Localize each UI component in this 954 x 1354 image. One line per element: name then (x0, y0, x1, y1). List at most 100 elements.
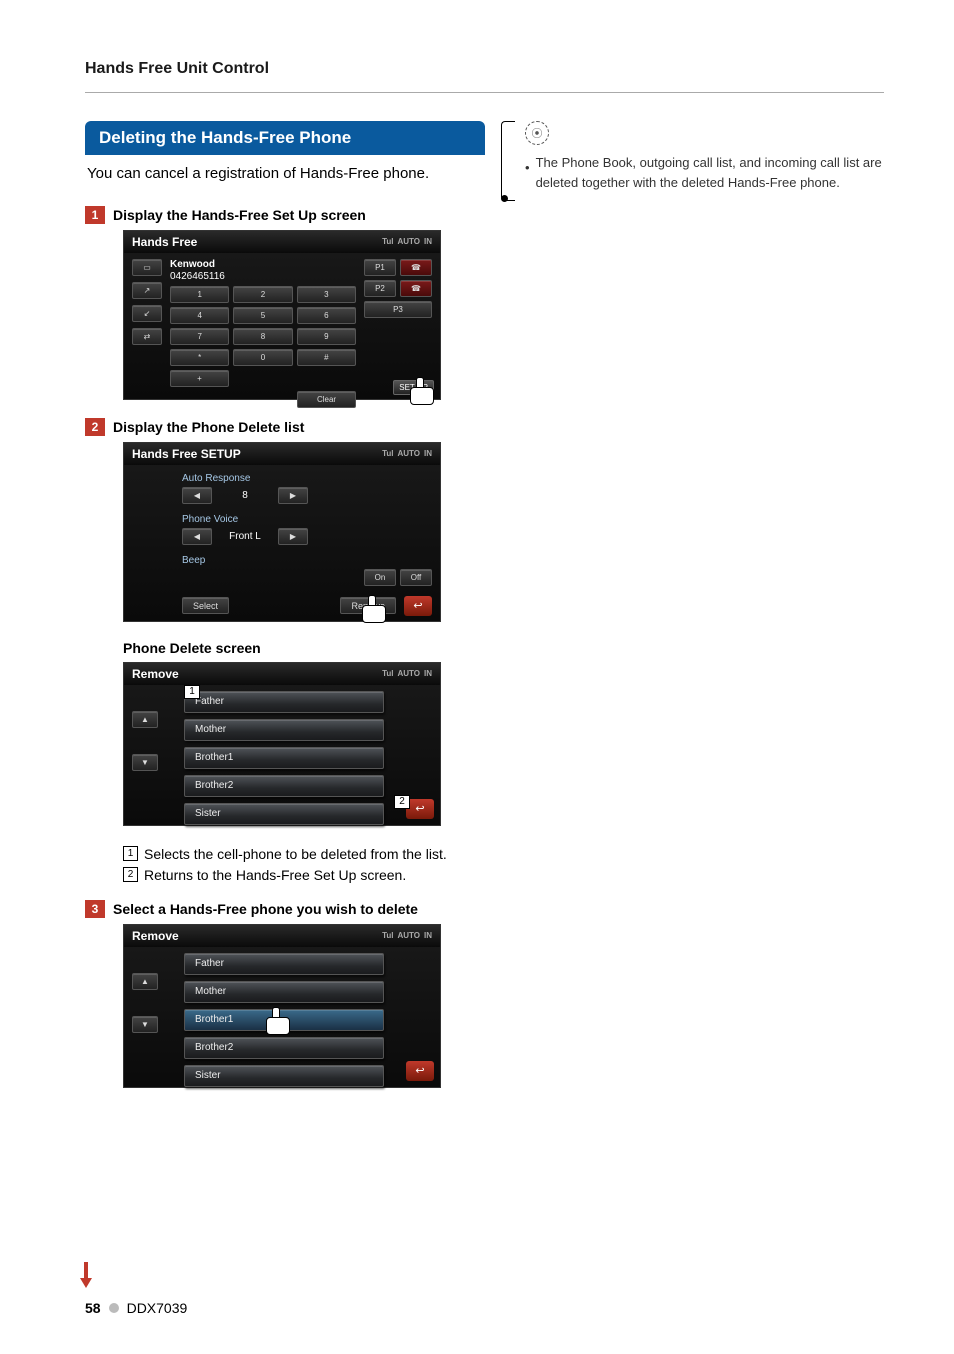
up-arrow-button[interactable]: ▲ (132, 973, 158, 990)
right-arrow-button[interactable]: ▶ (278, 528, 308, 545)
callout-1: 1 (184, 685, 200, 699)
key-hash[interactable]: # (297, 349, 356, 366)
page-footer: 58 DDX7039 (85, 1300, 187, 1316)
ss-title: Hands Free SETUP (132, 447, 241, 461)
off-button[interactable]: Off (400, 569, 432, 586)
right-arrow-button[interactable]: ▶ (278, 487, 308, 504)
hand-cursor-icon (362, 595, 390, 623)
list-item[interactable]: Brother2 (184, 775, 384, 797)
key-3[interactable]: 3 (297, 286, 356, 303)
bullet-dot (501, 195, 508, 202)
key-plus[interactable]: + (170, 370, 229, 387)
indicator: Tul (382, 237, 393, 246)
indicator: IN (424, 449, 432, 458)
step-number: 2 (85, 418, 105, 436)
swap-icon[interactable]: ⇄ (132, 328, 162, 345)
indicator: IN (424, 237, 432, 246)
indicator: AUTO (397, 449, 420, 458)
divider (85, 92, 884, 93)
indicator: IN (424, 669, 432, 678)
phone-delete-heading: Phone Delete screen (123, 640, 485, 656)
down-arrow-button[interactable]: ▼ (132, 1016, 158, 1033)
list-item[interactable]: Father (184, 691, 384, 713)
key-star[interactable]: * (170, 349, 229, 366)
topic-title: Deleting the Hands-Free Phone (85, 121, 485, 155)
bullet-icon: • (525, 158, 530, 192)
screenshot-setup: Hands Free SETUP Tul AUTO IN Auto Respon… (123, 442, 441, 622)
key-0[interactable]: 0 (233, 349, 292, 366)
step-3-heading: 3 Select a Hands-Free phone you wish to … (85, 900, 485, 918)
screenshot-remove-1: Remove Tul AUTO IN ▲ ▼ Father Mother Bro… (123, 662, 441, 826)
note-1: 1 Selects the cell-phone to be deleted f… (123, 844, 485, 865)
auto-response-value: 8 (220, 490, 270, 501)
intro-text: You can cancel a registration of Hands-F… (85, 163, 485, 186)
ss-indicators: Tul AUTO IN (382, 669, 432, 678)
tip-content: The Phone Book, outgoing call list, and … (536, 153, 884, 192)
back-button[interactable]: ↩ (406, 1061, 434, 1081)
phone-voice-label: Phone Voice (182, 514, 432, 525)
indicator: IN (424, 931, 432, 940)
step-2-heading: 2 Display the Phone Delete list (85, 418, 485, 436)
continue-arrow-icon (80, 1278, 92, 1288)
down-arrow-button[interactable]: ▼ (132, 754, 158, 771)
ss-indicators: Tul AUTO IN (382, 449, 432, 458)
back-button[interactable]: ↩ (404, 596, 432, 616)
preset-p3[interactable]: P3 (364, 301, 432, 318)
auto-response-label: Auto Response (182, 473, 432, 484)
key-7[interactable]: 7 (170, 328, 229, 345)
book-icon[interactable]: ▭ (132, 259, 162, 276)
model-name: DDX7039 (127, 1300, 188, 1316)
ss-title: Hands Free (132, 235, 197, 249)
list-item[interactable]: Sister (184, 1065, 384, 1087)
on-button[interactable]: On (364, 569, 396, 586)
screenshot-hands-free: Hands Free Tul AUTO IN ▭ ↗ ↙ ⇄ Kenwo (123, 230, 441, 400)
preset-p2[interactable]: P2 (364, 280, 396, 297)
key-5[interactable]: 5 (233, 307, 292, 324)
key-1[interactable]: 1 (170, 286, 229, 303)
clear-button[interactable]: Clear (297, 391, 356, 408)
ss-title: Remove (132, 667, 179, 681)
note-2: 2 Returns to the Hands-Free Set Up scree… (123, 865, 485, 886)
step-number: 3 (85, 900, 105, 918)
outgoing-icon[interactable]: ↗ (132, 282, 162, 299)
list-item[interactable]: Mother (184, 981, 384, 1003)
indicator: AUTO (397, 931, 420, 940)
phone-voice-value: Front L (220, 531, 270, 542)
hand-cursor-icon (266, 1007, 294, 1035)
contact-number: 0426465116 (170, 271, 356, 282)
left-arrow-button[interactable]: ◀ (182, 528, 212, 545)
callout-2: 2 (394, 795, 410, 809)
list-item[interactable]: Father (184, 953, 384, 975)
list-item[interactable]: Brother1 (184, 747, 384, 769)
left-column: Deleting the Hands-Free Phone You can ca… (85, 121, 485, 1106)
key-6[interactable]: 6 (297, 307, 356, 324)
contact-name: Kenwood (170, 259, 356, 270)
indicator: Tul (382, 931, 393, 940)
list-item[interactable]: Sister (184, 803, 384, 825)
note-number: 2 (123, 867, 138, 882)
back-button[interactable]: ↩ (406, 799, 434, 819)
list-item[interactable]: Brother2 (184, 1037, 384, 1059)
indicator: AUTO (397, 669, 420, 678)
preset-p1[interactable]: P1 (364, 259, 396, 276)
ss-title: Remove (132, 929, 179, 943)
key-8[interactable]: 8 (233, 328, 292, 345)
list-item[interactable]: Mother (184, 719, 384, 741)
left-arrow-button[interactable]: ◀ (182, 487, 212, 504)
footer-dot-icon (109, 1303, 119, 1313)
beep-label: Beep (182, 555, 432, 566)
phone-green-icon[interactable]: ☎ (400, 259, 432, 276)
indicator: Tul (382, 449, 393, 458)
bracket-decoration (501, 121, 515, 201)
phone-red-icon[interactable]: ☎ (400, 280, 432, 297)
key-9[interactable]: 9 (297, 328, 356, 345)
section-header: Hands Free Unit Control (85, 60, 884, 84)
key-2[interactable]: 2 (233, 286, 292, 303)
key-4[interactable]: 4 (170, 307, 229, 324)
indicator: Tul (382, 669, 393, 678)
right-column: ⦿ • The Phone Book, outgoing call list, … (525, 121, 884, 1106)
up-arrow-button[interactable]: ▲ (132, 711, 158, 728)
page-number: 58 (85, 1300, 101, 1316)
select-button[interactable]: Select (182, 597, 229, 614)
incoming-icon[interactable]: ↙ (132, 305, 162, 322)
